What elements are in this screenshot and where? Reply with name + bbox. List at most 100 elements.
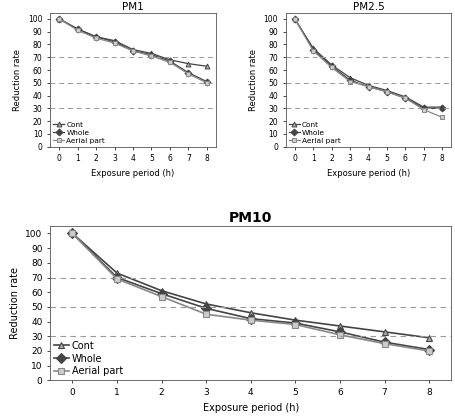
Whole <box>158 291 164 296</box>
Cont <box>365 83 370 88</box>
X-axis label: Exposure period (h): Exposure period (h) <box>326 169 409 178</box>
Whole <box>167 59 172 64</box>
Cont <box>158 288 164 293</box>
Cont <box>203 64 209 69</box>
Whole <box>185 70 191 75</box>
Aerial part <box>381 341 386 346</box>
Cont <box>70 231 75 236</box>
Cont <box>148 51 154 56</box>
Aerial part <box>114 276 120 281</box>
Whole <box>328 64 334 69</box>
Whole <box>292 16 297 21</box>
Line: Cont: Cont <box>57 16 209 69</box>
Cont <box>328 62 334 67</box>
Line: Cont: Cont <box>292 16 444 110</box>
Cont <box>93 34 99 39</box>
Aerial part <box>93 36 99 41</box>
Cont <box>384 88 389 93</box>
Title: PM2.5: PM2.5 <box>352 2 384 12</box>
Line: Whole: Whole <box>69 230 432 353</box>
Whole <box>56 16 62 21</box>
Aerial part <box>439 115 444 120</box>
Aerial part <box>425 349 431 354</box>
Title: PM10: PM10 <box>228 211 272 225</box>
Aerial part <box>203 80 209 85</box>
Whole <box>111 39 117 44</box>
Cont <box>402 94 407 99</box>
Whole <box>381 340 386 345</box>
Title: PM1: PM1 <box>122 2 144 12</box>
Y-axis label: Reduction rate: Reduction rate <box>248 48 258 111</box>
Cont <box>75 27 81 32</box>
Whole <box>70 231 75 236</box>
Aerial part <box>158 294 164 299</box>
Cont <box>185 61 191 66</box>
Line: Aerial part: Aerial part <box>69 230 432 354</box>
Aerial part <box>402 96 407 101</box>
Y-axis label: Reduction rate: Reduction rate <box>10 267 20 339</box>
Whole <box>248 316 253 321</box>
Legend: Cont, Whole, Aerial part: Cont, Whole, Aerial part <box>287 121 340 145</box>
Aerial part <box>111 41 117 46</box>
Whole <box>384 89 389 94</box>
Y-axis label: Reduction rate: Reduction rate <box>14 48 22 111</box>
Aerial part <box>292 322 298 327</box>
Aerial part <box>347 79 352 84</box>
Cont <box>292 16 297 21</box>
Whole <box>148 52 154 57</box>
Cont <box>111 38 117 43</box>
Whole <box>75 27 81 32</box>
Aerial part <box>70 231 75 236</box>
Whole <box>130 48 136 54</box>
Whole <box>439 106 444 111</box>
Legend: Cont, Whole, Aerial part: Cont, Whole, Aerial part <box>53 340 123 377</box>
Aerial part <box>75 28 81 33</box>
Aerial part <box>365 84 370 89</box>
Cont <box>203 301 208 306</box>
Whole <box>292 321 298 326</box>
Aerial part <box>130 48 136 54</box>
Cont <box>130 47 136 52</box>
Aerial part <box>248 318 253 323</box>
Cont <box>56 16 62 21</box>
Whole <box>365 84 370 89</box>
Line: Cont: Cont <box>69 230 432 341</box>
X-axis label: Exposure period (h): Exposure period (h) <box>91 169 174 178</box>
Line: Aerial part: Aerial part <box>292 16 444 120</box>
Aerial part <box>292 16 297 21</box>
Cont <box>439 104 444 110</box>
Cont <box>292 318 298 323</box>
Whole <box>402 96 407 101</box>
Whole <box>347 78 352 83</box>
Aerial part <box>384 89 389 94</box>
Whole <box>93 34 99 39</box>
Whole <box>203 306 208 311</box>
Whole <box>203 79 209 84</box>
Cont <box>167 57 172 62</box>
Aerial part <box>56 16 62 21</box>
Cont <box>310 46 315 51</box>
Cont <box>114 270 120 275</box>
Line: Whole: Whole <box>292 16 444 111</box>
Line: Whole: Whole <box>57 16 209 84</box>
Aerial part <box>337 332 342 337</box>
Cont <box>420 104 425 110</box>
Whole <box>114 275 120 280</box>
Cont <box>425 335 431 340</box>
Whole <box>420 106 425 111</box>
Aerial part <box>185 71 191 76</box>
Whole <box>337 329 342 334</box>
Aerial part <box>420 107 425 112</box>
Aerial part <box>310 48 315 54</box>
Cont <box>248 310 253 315</box>
Aerial part <box>148 54 154 59</box>
Aerial part <box>167 60 172 65</box>
Whole <box>425 347 431 352</box>
Cont <box>337 324 342 329</box>
Whole <box>310 47 315 52</box>
Line: Aerial part: Aerial part <box>57 16 209 85</box>
Cont <box>347 75 352 80</box>
Aerial part <box>328 65 334 70</box>
X-axis label: Exposure period (h): Exposure period (h) <box>202 403 298 413</box>
Aerial part <box>203 312 208 317</box>
